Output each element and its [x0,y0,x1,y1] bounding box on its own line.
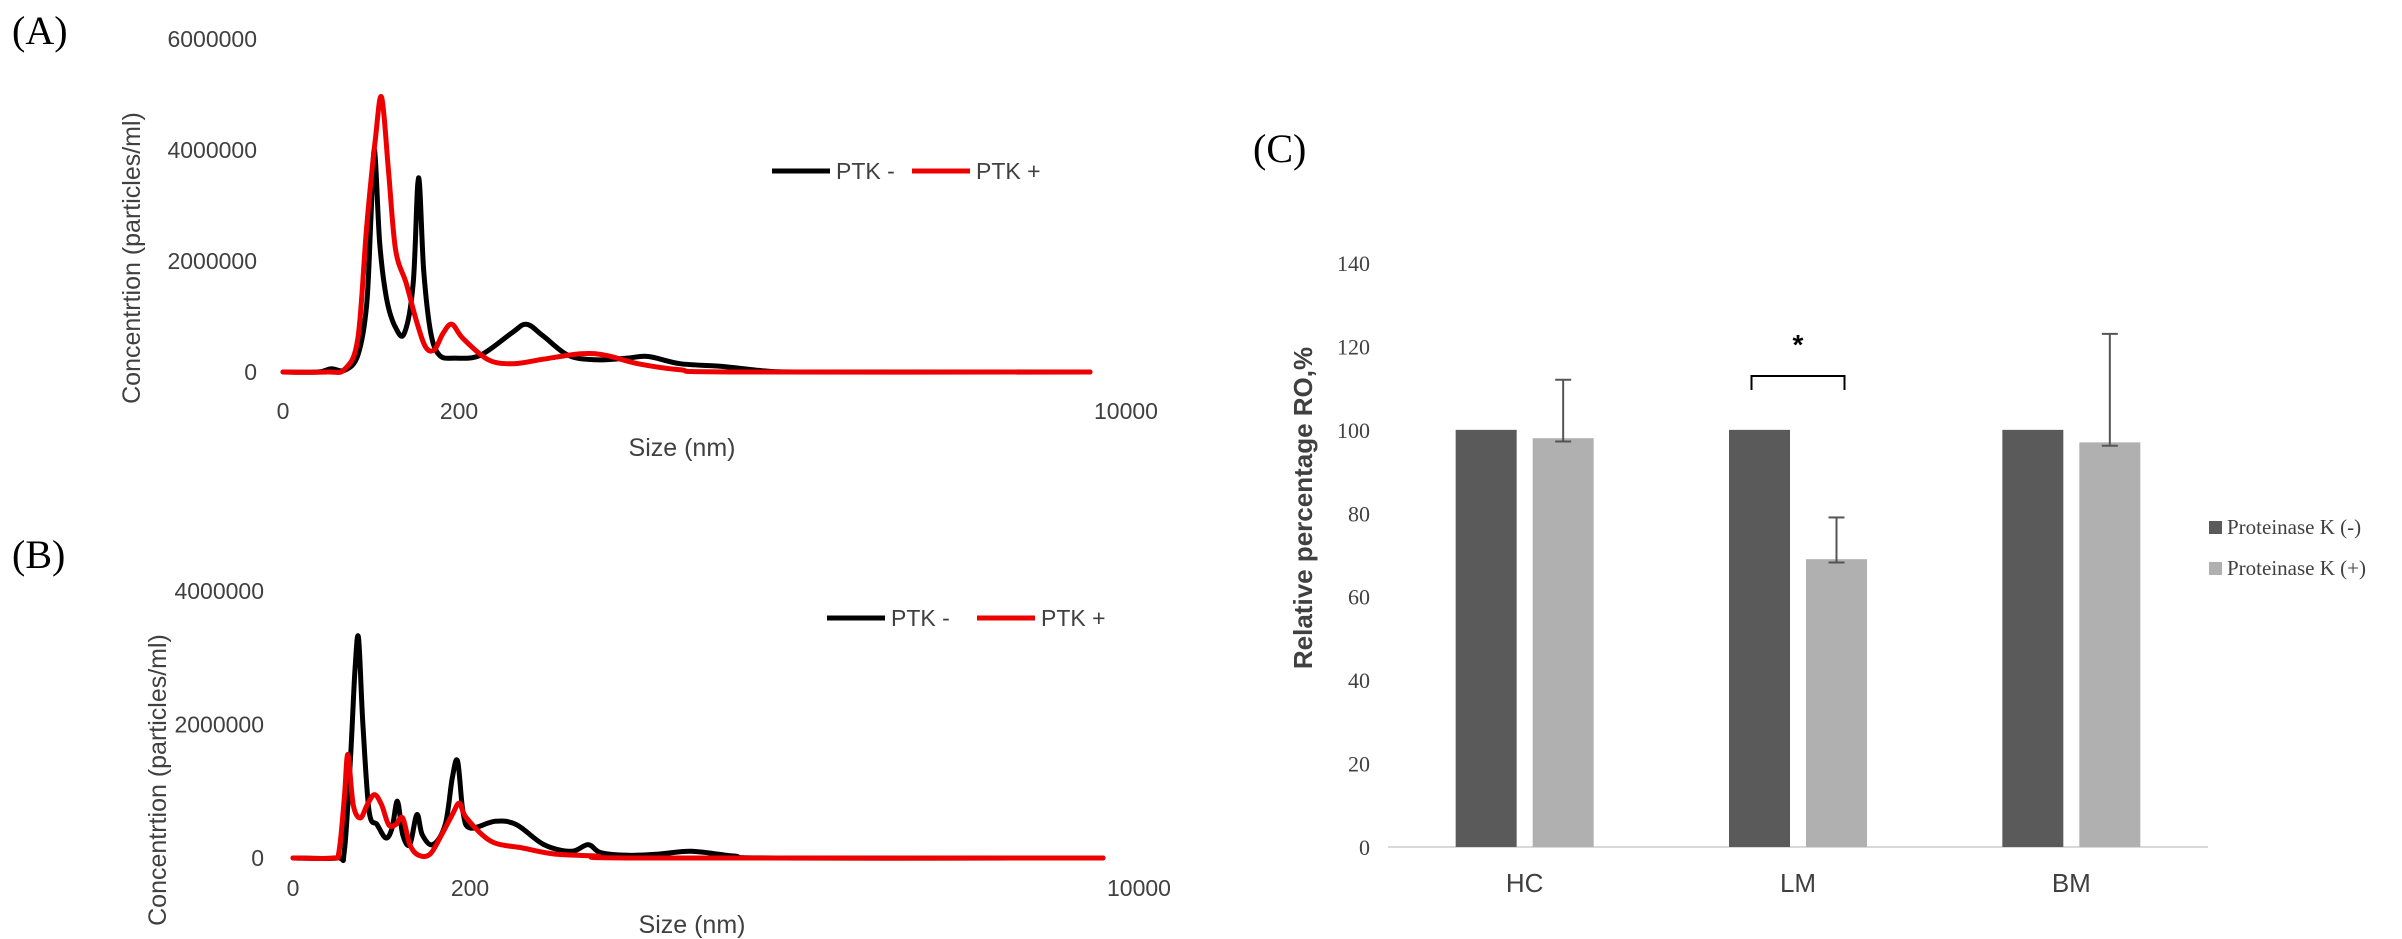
legend-label: Proteinase K (-) [2227,515,2361,539]
chart-b-ylabel: Concentrtion (particles/ml) [144,634,172,926]
legend-swatch [2209,521,2222,534]
chart-a-xlabel: Size (nm) [629,434,736,462]
legend-label: PTK - [891,605,950,631]
x-tick-label: LM [1780,868,1816,898]
chart-b-yticks: 0 2000000 4000000 [174,578,264,871]
chart-a-plot [280,94,1093,376]
y-tick-label: 140 [1337,251,1370,276]
series-line [290,633,1106,863]
bar [2002,429,2064,847]
x-tick-label: 0 [277,398,290,424]
chart-c-xticks: HC LM BM [1506,868,2091,898]
chart-c-ylabel: Relative percentage RO,% [1288,347,1318,669]
chart-c-yticks: 0 20 40 60 80 100 120 140 [1337,251,2208,860]
chart-b-legend: PTK - PTK + [827,605,1106,631]
x-tick-label: BM [2052,868,2091,898]
bar [1806,559,1867,847]
y-tick-label: 2000000 [167,248,257,274]
x-tick-label: 200 [451,875,489,901]
legend-label: PTK + [1041,605,1106,631]
x-tick-label: HC [1506,868,1544,898]
chart-b-xlabel: Size (nm) [639,911,746,939]
series-line [280,94,1093,376]
chart-c: 0 20 40 60 80 100 120 140 HC LM BM Relative perce… [1288,251,2366,898]
panel-label-a: (A) [12,8,68,53]
bar [1455,429,1517,847]
chart-b-plot [290,633,1106,863]
chart-a-legend: PTK - PTK + [772,158,1041,184]
chart-a-ylabel: Concentrtion (particles/ml) [118,112,146,404]
y-tick-label: 0 [1359,835,1370,860]
y-tick-label: 40 [1348,668,1370,693]
panel-label-b: (B) [12,532,65,577]
chart-a-yticks: 0 2000000 4000000 6000000 [167,26,257,385]
chart-a-xticks: 0 200 10000 [277,398,1158,424]
y-tick-label: 120 [1337,334,1370,359]
chart-b: 0 2000000 4000000 0 200 10000 Concentrtion (… [144,578,1171,939]
y-tick-label: 4000000 [174,578,264,604]
bar [1532,438,1594,847]
bar [2079,442,2141,847]
x-tick-label: 0 [287,875,300,901]
legend-label: PTK + [976,158,1041,184]
y-tick-label: 2000000 [174,712,264,738]
y-tick-label: 4000000 [167,137,257,163]
panel-label-c: (C) [1253,126,1306,171]
x-tick-label: 10000 [1094,398,1158,424]
chart-c-bars [1455,429,2141,847]
chart-c-errorbars [1555,332,2118,564]
x-tick-label: 10000 [1107,875,1171,901]
significance-bracket [1750,375,1846,390]
significance-star: * [1793,329,1804,360]
chart-a: 0 2000000 4000000 6000000 0 200 10000 Concent… [118,26,1158,462]
series-line [290,751,1106,861]
y-tick-label: 80 [1348,501,1370,526]
y-tick-label: 60 [1348,585,1370,610]
legend-label: Proteinase K (+) [2227,556,2366,580]
legend-label: PTK - [836,158,895,184]
legend-swatch [2209,562,2222,575]
chart-c-legend: Proteinase K (-) Proteinase K (+) [2209,515,2366,580]
chart-c-annotation: * [1750,329,1846,390]
y-tick-label: 0 [244,359,257,385]
chart-b-xticks: 0 200 10000 [287,875,1171,901]
y-tick-label: 100 [1337,418,1370,443]
y-tick-label: 20 [1348,752,1370,777]
x-tick-label: 200 [440,398,478,424]
y-tick-label: 0 [251,845,264,871]
bar [1729,429,1790,847]
y-tick-label: 6000000 [167,26,257,52]
series-line [280,147,1093,375]
